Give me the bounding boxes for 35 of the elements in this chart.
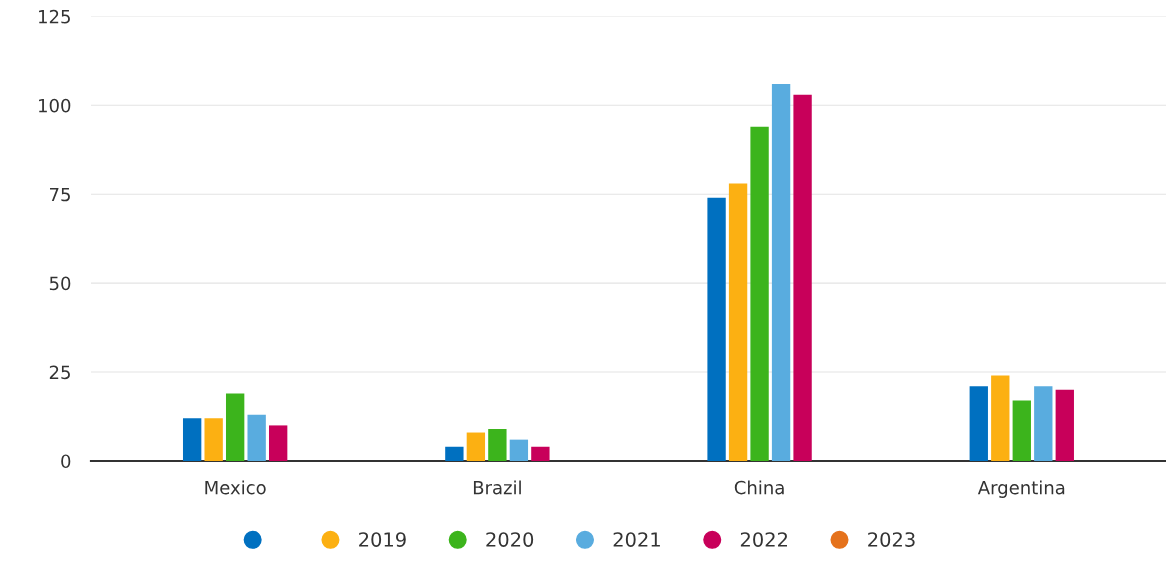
y-tick-label: 50 [49,276,71,291]
bar [531,446,550,461]
bar [1055,389,1074,461]
bar [225,393,245,461]
bar [969,386,988,461]
bar [204,418,223,461]
bar [488,428,507,461]
bar [793,94,812,461]
bar [268,425,288,461]
x-tick-label: Mexico [205,480,266,495]
y-tick-label: 25 [49,365,70,380]
legend-label: 2023 [868,532,915,547]
bar [247,414,266,461]
y-tick-label: 75 [50,187,70,202]
y-tick-label: 100 [39,98,71,113]
bar [445,446,464,461]
bar [750,126,769,461]
x-tick-label: Brazil [473,480,521,495]
legend-label: 2020 [486,532,534,547]
bar [466,432,486,461]
x-tick-label: China [734,480,784,495]
bar [1034,386,1053,461]
y-tick-label: 125 [39,9,70,24]
bar [509,439,529,461]
bar [182,418,202,461]
y-tick-label: 0 [61,454,71,469]
bar [771,83,791,461]
legend-label: 2019 [359,532,406,547]
bar [707,197,726,461]
bar [1012,400,1031,461]
bar [991,375,1010,461]
legend-label: 2022 [740,532,787,547]
x-tick-label: Argentina [977,480,1065,498]
bar [728,183,748,461]
legend-label: 2021 [613,532,660,547]
